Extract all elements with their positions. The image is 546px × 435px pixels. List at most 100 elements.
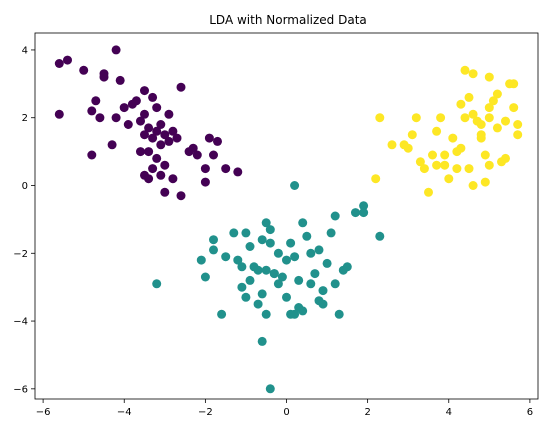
scatter-point bbox=[387, 140, 397, 150]
scatter-point bbox=[476, 120, 486, 129]
scatter-point bbox=[164, 136, 174, 146]
scatter-point bbox=[273, 248, 283, 258]
scatter-point bbox=[95, 113, 105, 123]
scatter-point bbox=[456, 99, 466, 109]
scatter-point bbox=[277, 272, 287, 282]
scatter-point bbox=[192, 150, 202, 160]
scatter-point bbox=[91, 96, 101, 106]
scatter-point bbox=[160, 160, 170, 170]
scatter-point bbox=[302, 231, 312, 241]
scatter-point bbox=[245, 242, 255, 251]
scatter-point bbox=[253, 299, 263, 309]
scatter-point bbox=[294, 275, 304, 285]
scatter-point bbox=[172, 133, 182, 143]
scatter-point bbox=[233, 167, 243, 177]
scatter-point bbox=[233, 255, 243, 265]
scatter-point bbox=[298, 218, 308, 228]
scatter-point bbox=[107, 140, 117, 150]
scatter-point bbox=[148, 164, 158, 174]
scatter-point bbox=[229, 228, 239, 238]
scatter-point bbox=[273, 279, 283, 289]
scatter-point bbox=[375, 113, 385, 123]
scatter-point bbox=[509, 103, 519, 113]
scatter-point bbox=[168, 174, 178, 184]
scatter-point bbox=[436, 113, 446, 123]
scatter-point bbox=[513, 120, 523, 129]
scatter-point bbox=[136, 147, 145, 157]
scatter-point bbox=[213, 136, 222, 146]
scatter-point bbox=[269, 269, 279, 279]
scatter-point bbox=[318, 286, 328, 296]
y-tick-label: 2 bbox=[22, 113, 28, 124]
scatter-point bbox=[168, 126, 178, 136]
scatter-point bbox=[492, 123, 502, 133]
scatter-point bbox=[282, 292, 291, 302]
scatter-point bbox=[403, 143, 413, 153]
scatter-point bbox=[148, 92, 158, 102]
y-tick-label: 4 bbox=[22, 45, 28, 56]
scatter-point bbox=[156, 120, 166, 129]
scatter-point bbox=[140, 130, 149, 140]
scatter-point bbox=[160, 130, 170, 140]
scatter-point bbox=[111, 113, 121, 123]
scatter-point bbox=[144, 174, 154, 184]
scatter-point bbox=[351, 208, 360, 218]
x-tick-label: −2 bbox=[198, 407, 213, 418]
scatter-point bbox=[432, 160, 442, 170]
scatter-point bbox=[419, 164, 429, 174]
x-tick-label: −6 bbox=[36, 407, 51, 418]
scatter-point bbox=[509, 79, 519, 89]
y-axis: −6 −4 −2 0 2 4 bbox=[13, 45, 35, 395]
scatter-point bbox=[87, 150, 97, 160]
scatter-point bbox=[152, 103, 162, 113]
scatter-point bbox=[261, 309, 271, 319]
scatter-point bbox=[261, 218, 271, 228]
scatter-point bbox=[371, 174, 381, 184]
scatter-point bbox=[407, 130, 417, 140]
scatter-point bbox=[286, 238, 296, 248]
scatter-point bbox=[196, 255, 206, 265]
scatter-point bbox=[464, 92, 474, 102]
scatter-point bbox=[237, 282, 247, 292]
scatter-point bbox=[54, 59, 64, 68]
scatter-point bbox=[488, 96, 498, 106]
scatter-point bbox=[468, 69, 478, 79]
scatter-point bbox=[428, 150, 437, 160]
scatter-point bbox=[310, 269, 320, 279]
scatter-point bbox=[123, 120, 133, 129]
scatter-point bbox=[221, 252, 231, 262]
chart-title: LDA with Normalized Data bbox=[209, 13, 367, 27]
scatter-point bbox=[460, 113, 470, 123]
scatter-point bbox=[188, 143, 198, 153]
scatter-point bbox=[144, 123, 154, 133]
x-tick-label: 4 bbox=[446, 407, 452, 418]
scatter-point bbox=[501, 116, 510, 126]
scatter-point bbox=[54, 109, 64, 119]
scatter-point bbox=[440, 150, 450, 160]
y-tick-label: 0 bbox=[22, 181, 28, 192]
scatter-point bbox=[79, 65, 89, 75]
scatter-point bbox=[111, 45, 121, 55]
scatter-point bbox=[140, 86, 149, 96]
scatter-point bbox=[468, 181, 478, 190]
scatter-point bbox=[164, 109, 174, 119]
scatter-point bbox=[152, 153, 162, 163]
scatter-point bbox=[160, 187, 170, 197]
scatter-point bbox=[342, 262, 352, 272]
scatter-point bbox=[492, 89, 502, 99]
scatter-point bbox=[501, 153, 510, 163]
scatter-point bbox=[140, 109, 149, 119]
scatter-point bbox=[326, 228, 336, 238]
x-tick-label: 0 bbox=[283, 407, 289, 418]
scatter-point bbox=[464, 164, 474, 174]
scatter-point bbox=[204, 133, 214, 143]
x-tick-label: 2 bbox=[364, 407, 370, 418]
scatter-point bbox=[156, 140, 166, 150]
scatter-point bbox=[209, 245, 218, 255]
scatter-point bbox=[415, 157, 425, 167]
scatter-point bbox=[200, 272, 210, 282]
scatter-point bbox=[245, 275, 255, 285]
scatter-point bbox=[136, 116, 145, 126]
scatter-point bbox=[152, 126, 162, 136]
